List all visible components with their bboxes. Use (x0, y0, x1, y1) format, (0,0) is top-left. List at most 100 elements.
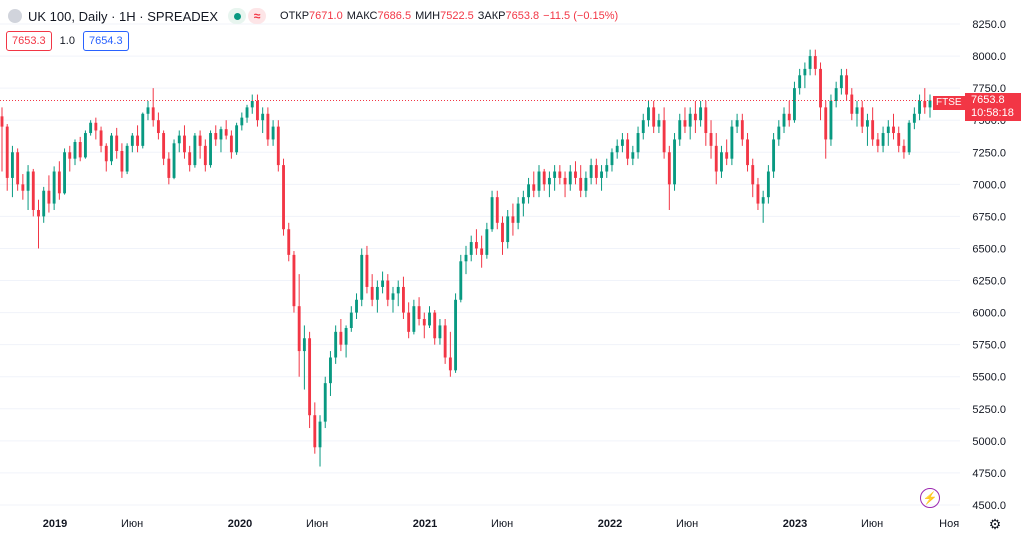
candle-body (115, 135, 119, 151)
buy-price-button[interactable]: 7654.3 (82, 31, 129, 51)
symbol-logo-icon (8, 9, 22, 23)
candle-body (52, 171, 56, 204)
candle-body (547, 177, 551, 185)
candle (819, 62, 822, 121)
candle-body (10, 152, 14, 178)
candle-body (636, 133, 640, 153)
last-price-value: 7653.8 (971, 94, 1005, 106)
candle-body (631, 152, 635, 159)
candle-body (558, 171, 562, 178)
candle-body (318, 421, 322, 448)
candle-body (808, 56, 812, 69)
candle-body (214, 133, 218, 140)
candle-body (563, 177, 567, 185)
candle (532, 171, 536, 198)
candle-body (282, 165, 285, 230)
candle-body (923, 100, 927, 108)
candle (120, 143, 124, 178)
candle-body (271, 126, 275, 140)
symbol-price-tag: FTSE (933, 96, 965, 110)
candle-body (381, 280, 385, 287)
candle (813, 49, 817, 76)
candle-body (521, 197, 525, 204)
candle (793, 81, 796, 123)
candle (63, 148, 66, 195)
candle (720, 145, 723, 178)
candle (115, 127, 119, 159)
candle-body (464, 254, 468, 262)
candle (297, 274, 301, 377)
candle-body (667, 152, 671, 185)
candle-body (407, 312, 411, 332)
candle (235, 122, 239, 155)
candle-body (600, 171, 603, 178)
candle-body (250, 100, 254, 108)
candle-body (881, 133, 885, 146)
candle-body (657, 120, 661, 127)
candle (511, 203, 515, 236)
chart-title[interactable]: UK 100, Daily · 1H · SPREADEX (28, 8, 219, 24)
y-tick-label: 7750.0 (972, 83, 1006, 95)
candle-body (183, 135, 186, 153)
candle (78, 136, 82, 162)
candle-body (673, 139, 676, 185)
candle (104, 143, 108, 172)
sell-price-button[interactable]: 7653.3 (6, 31, 52, 51)
candle (673, 133, 676, 191)
candle (459, 254, 463, 303)
candle (302, 325, 306, 390)
candle-body (537, 171, 541, 191)
candle (662, 107, 666, 159)
candle (21, 174, 25, 200)
chart-legend: UK 100, Daily · 1H · SPREADEX ≈ ОТКР 767… (8, 6, 622, 26)
candle-body (819, 68, 822, 108)
market-status-icon[interactable] (228, 8, 247, 24)
candle-body (110, 135, 113, 162)
bolt-icon[interactable]: ⚡ (920, 488, 940, 508)
candle-body (26, 171, 30, 191)
candle-body (287, 229, 291, 255)
candle (318, 415, 322, 467)
low-label: МИН (415, 10, 441, 22)
candle (89, 120, 93, 136)
candle (386, 274, 390, 307)
candle (125, 143, 129, 175)
candle (495, 190, 499, 230)
candle (365, 245, 369, 294)
candle-body (224, 129, 228, 136)
candle (594, 158, 598, 185)
candle-body (47, 190, 51, 204)
candle-body (798, 75, 802, 89)
candle (344, 325, 348, 358)
candle (188, 145, 192, 172)
candle-body (156, 120, 160, 134)
candle (485, 222, 489, 259)
candle (678, 113, 682, 146)
candle (751, 158, 755, 198)
candle (10, 145, 14, 198)
candle (584, 171, 588, 198)
candle (725, 139, 729, 166)
candle-body (412, 306, 416, 332)
candle-body (912, 113, 916, 123)
candle (808, 49, 812, 76)
candle-body (501, 222, 504, 243)
candle (777, 120, 781, 146)
candle (37, 199, 40, 249)
gear-icon[interactable]: ⚙ (988, 515, 1002, 532)
candle-body (73, 142, 77, 159)
candle-body (553, 171, 557, 178)
candle-body (125, 145, 129, 172)
y-tick-label: 8000.0 (972, 51, 1006, 63)
candle (626, 133, 630, 166)
candle (438, 319, 442, 345)
candle (308, 331, 312, 429)
candle (16, 148, 20, 191)
candle (501, 216, 504, 255)
candle-body (245, 107, 249, 118)
wave-icon[interactable]: ≈ (248, 8, 267, 24)
candle-body (892, 126, 895, 134)
candle (699, 100, 703, 127)
